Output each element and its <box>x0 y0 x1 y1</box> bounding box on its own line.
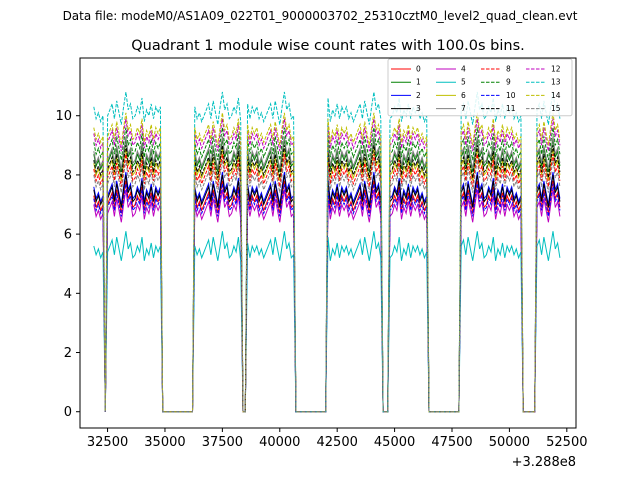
x-tick-label: 40000 <box>259 435 300 450</box>
x-tick-label: 52500 <box>546 435 587 450</box>
chart-title: Quadrant 1 module wise count rates with … <box>131 38 525 54</box>
y-tick-label: 10 <box>55 109 72 124</box>
legend-label: 8 <box>506 65 511 74</box>
legend-label: 13 <box>551 78 561 87</box>
legend-label: 3 <box>416 104 421 113</box>
y-tick-label: 8 <box>64 168 72 183</box>
y-tick-label: 2 <box>64 346 72 361</box>
series-line-15 <box>93 160 561 413</box>
legend-label: 5 <box>461 78 466 87</box>
x-tick-label: 35000 <box>144 435 185 450</box>
x-tick-label: 47500 <box>431 435 472 450</box>
x-tick-label: 37500 <box>202 435 243 450</box>
legend-label: 0 <box>416 65 421 74</box>
x-tick-label: 32500 <box>87 435 128 450</box>
legend-box <box>387 58 573 117</box>
x-axis: 32500 35000 37500 40000 42500 45000 47500 50000… <box>87 428 587 450</box>
legend-label: 6 <box>461 91 466 100</box>
legend-label: 4 <box>461 65 466 74</box>
legend-label: 2 <box>416 91 421 100</box>
legend-label: 12 <box>551 65 561 74</box>
legend-label: 14 <box>551 91 561 100</box>
y-axis: 0 2 4 6 8 10 <box>55 109 80 420</box>
series-layer <box>93 91 561 413</box>
series-line-13 <box>93 91 561 413</box>
x-tick-label: 50000 <box>489 435 530 450</box>
legend-label: 11 <box>506 104 516 113</box>
legend-label: 15 <box>551 104 561 113</box>
y-tick-label: 4 <box>64 287 72 302</box>
x-offset-label: +3.288e8 <box>512 455 576 470</box>
y-tick-label: 6 <box>64 228 72 243</box>
legend-label: 10 <box>506 91 516 100</box>
y-tick-label: 0 <box>64 405 72 420</box>
legend-label: 7 <box>461 104 466 113</box>
x-tick-label: 45000 <box>374 435 415 450</box>
suptitle: Data file: modeM0/AS1A09_022T01_90000037… <box>63 9 578 23</box>
plot-frame <box>79 57 577 429</box>
x-tick-label: 42500 <box>317 435 358 450</box>
legend-label: 9 <box>506 78 511 87</box>
legend-label: 1 <box>416 78 421 87</box>
